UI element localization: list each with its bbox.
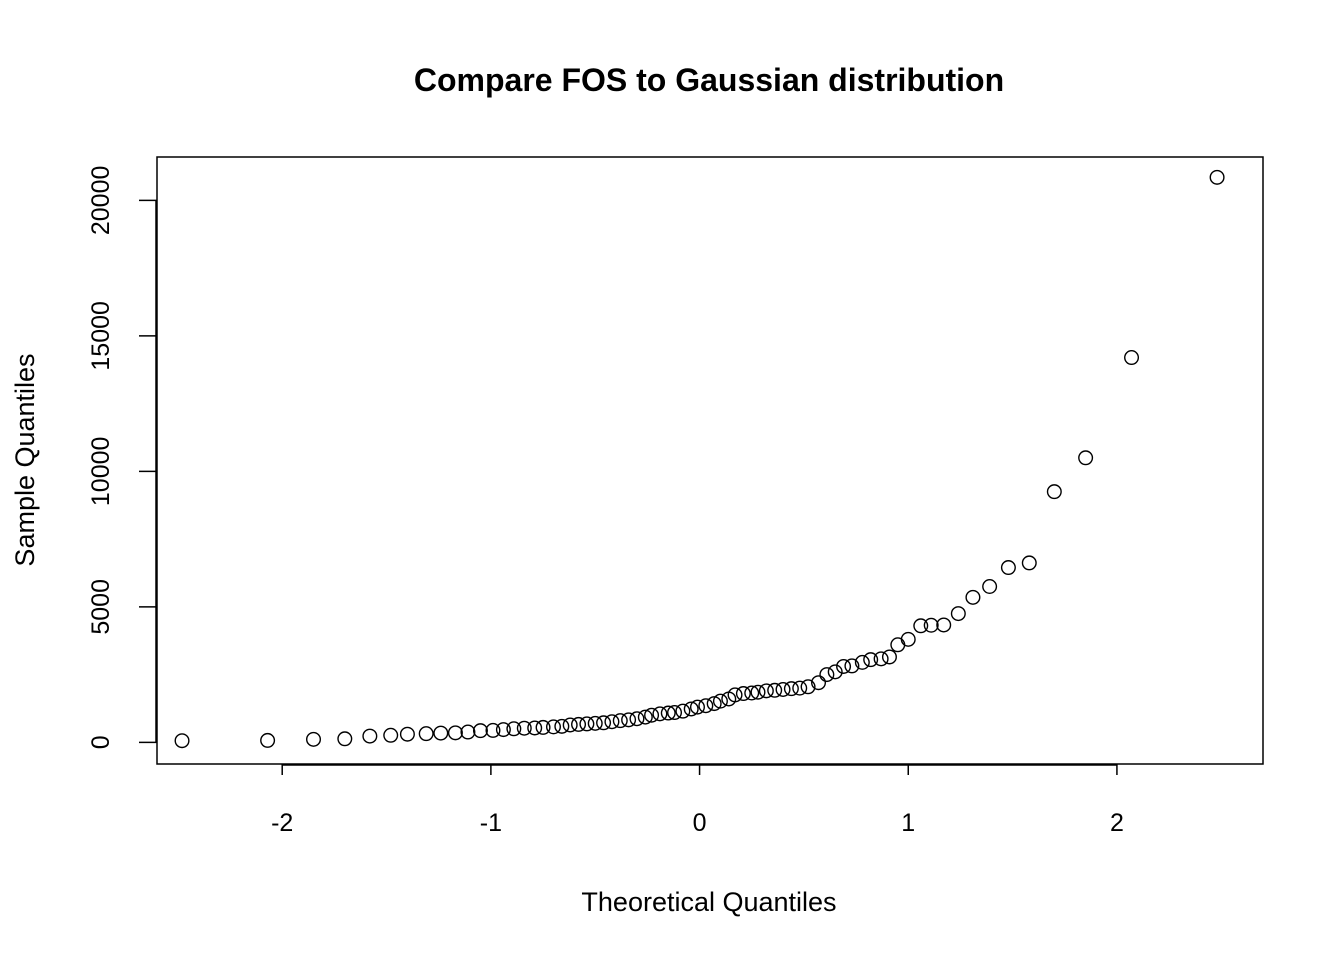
data-point xyxy=(744,685,760,701)
data-point xyxy=(306,731,322,747)
data-point xyxy=(800,679,816,695)
x-axis: -2 -1 0 1 2 xyxy=(271,764,1124,837)
data-point xyxy=(863,652,879,668)
data-point xyxy=(792,680,808,696)
data-point xyxy=(767,682,783,698)
y-tick-label: 10000 xyxy=(87,437,115,507)
data-points xyxy=(174,169,1225,749)
data-point xyxy=(923,617,939,633)
data-point xyxy=(965,589,981,605)
data-point xyxy=(667,705,683,721)
y-tick-label: 0 xyxy=(87,735,115,749)
data-point xyxy=(913,618,929,634)
data-point xyxy=(629,711,645,727)
data-point xyxy=(1078,450,1094,466)
data-point xyxy=(447,725,463,741)
data-point xyxy=(472,723,488,739)
data-point xyxy=(652,706,668,722)
y-tick-label: 5000 xyxy=(87,579,115,635)
data-point xyxy=(660,705,676,721)
data-point xyxy=(562,717,578,733)
data-point xyxy=(689,699,705,715)
data-point xyxy=(881,649,897,665)
data-point xyxy=(750,684,766,700)
data-point xyxy=(418,726,434,742)
data-point xyxy=(854,654,870,670)
x-tick-label: -1 xyxy=(480,809,502,837)
data-point xyxy=(485,722,501,738)
data-point xyxy=(579,716,595,732)
data-point xyxy=(545,719,561,735)
data-point xyxy=(527,720,543,736)
data-point xyxy=(890,637,906,653)
data-point xyxy=(1209,169,1225,185)
data-point xyxy=(873,651,889,667)
data-point xyxy=(844,658,860,674)
x-tick-label: 0 xyxy=(693,809,707,837)
y-tick-label: 15000 xyxy=(87,301,115,371)
data-point xyxy=(260,732,276,748)
data-point xyxy=(811,675,827,691)
data-point xyxy=(698,698,714,714)
data-point xyxy=(827,664,843,680)
plot-frame xyxy=(156,156,1264,765)
data-point xyxy=(535,719,551,735)
x-tick-label: 1 xyxy=(901,809,915,837)
x-tick-label: -2 xyxy=(271,809,293,837)
data-point xyxy=(1046,484,1062,500)
data-point xyxy=(712,693,728,709)
data-point xyxy=(506,721,522,737)
data-point xyxy=(1021,555,1037,571)
data-point xyxy=(587,715,603,731)
data-point xyxy=(571,716,587,732)
y-axis: 0 5000 10000 15000 20000 xyxy=(87,166,157,749)
data-point xyxy=(516,720,532,736)
data-point xyxy=(1000,560,1016,576)
x-tick-label: 2 xyxy=(1110,809,1124,837)
data-point xyxy=(637,709,653,725)
data-point xyxy=(495,722,511,738)
data-point xyxy=(675,703,691,719)
data-point xyxy=(683,701,699,717)
data-point xyxy=(783,681,799,697)
data-point xyxy=(604,714,620,730)
data-point xyxy=(775,681,791,697)
data-point xyxy=(337,731,353,747)
data-point xyxy=(706,696,722,712)
data-point xyxy=(612,713,628,729)
y-tick-label: 20000 xyxy=(87,166,115,236)
data-point xyxy=(735,686,751,702)
data-point xyxy=(621,712,637,728)
data-point xyxy=(596,715,612,731)
data-point xyxy=(950,606,966,622)
data-point xyxy=(433,725,449,741)
data-point xyxy=(836,658,852,674)
data-point xyxy=(383,727,399,743)
data-point xyxy=(819,667,835,683)
data-point xyxy=(554,718,570,734)
data-point xyxy=(362,728,378,744)
x-axis-label: Theoretical Quantiles xyxy=(581,887,836,917)
chart-title: Compare FOS to Gaussian distribution xyxy=(414,62,1004,98)
data-point xyxy=(727,687,743,703)
data-point xyxy=(982,579,998,595)
data-point xyxy=(460,724,476,740)
data-point xyxy=(174,733,190,749)
data-point xyxy=(1124,350,1140,366)
data-point xyxy=(399,726,415,742)
data-point xyxy=(644,707,660,723)
data-point xyxy=(900,631,916,647)
y-axis-label: Sample Quantiles xyxy=(10,353,40,566)
data-point xyxy=(758,683,774,699)
data-point xyxy=(936,617,952,633)
